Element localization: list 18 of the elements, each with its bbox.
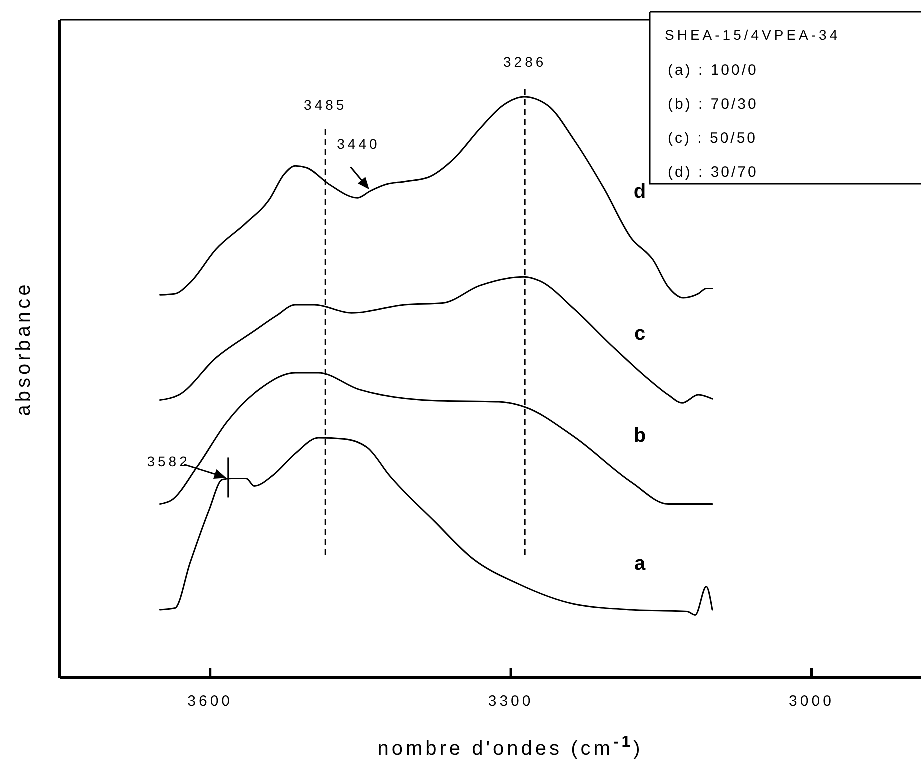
ref-line-label: 3485 bbox=[304, 97, 348, 113]
legend-title: SHEA-15/4VPEA-34 bbox=[665, 27, 841, 43]
annotation: (c) : 50/50 bbox=[668, 130, 758, 147]
ref-line-label: 3286 bbox=[504, 54, 547, 70]
series-label: a bbox=[634, 553, 646, 576]
x-axis-title: nombre d'ondes (cm$^{-1}$) bbox=[378, 734, 644, 760]
annotation: 3582 bbox=[147, 454, 190, 470]
annotation: (b) : 70/30 bbox=[668, 96, 758, 113]
series-label: d bbox=[634, 181, 646, 204]
text: (a) : 100/0 bbox=[668, 62, 758, 79]
x-tick-label: 3300 bbox=[488, 693, 534, 710]
y-axis-title: absorbance bbox=[13, 282, 35, 416]
annotation: (d) : 30/70 bbox=[668, 164, 758, 181]
x-tick-label: 3600 bbox=[188, 693, 234, 710]
annotation: 3440 bbox=[337, 136, 380, 152]
x-tick-label: 3000 bbox=[789, 693, 834, 710]
series-label: c bbox=[634, 322, 646, 345]
series-label: b bbox=[634, 425, 646, 448]
